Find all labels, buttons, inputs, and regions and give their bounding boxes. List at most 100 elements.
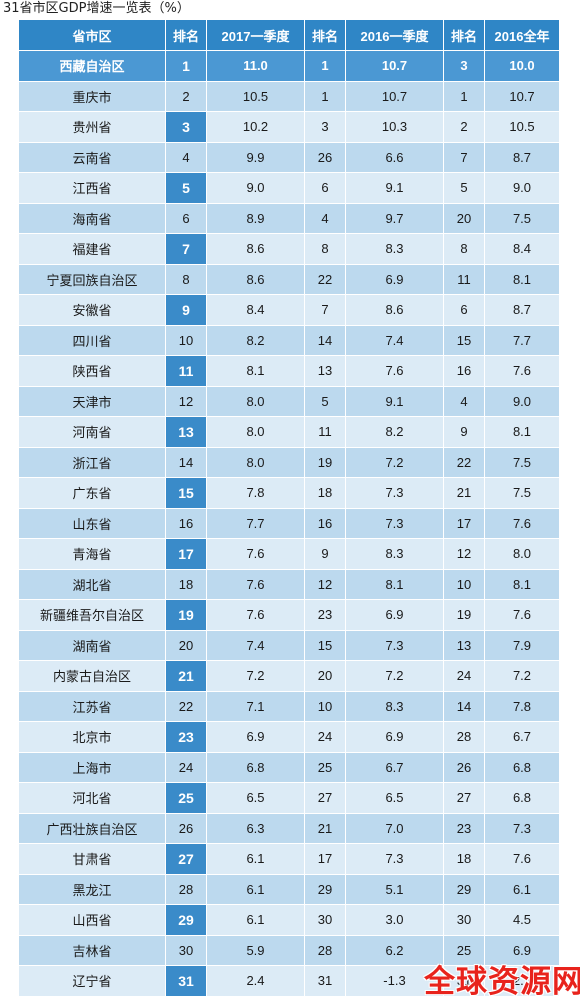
table-row: 青海省 17 7.6 9 8.3 12 8.0 — [18, 538, 560, 570]
cell-rank-2016q1: 3 — [304, 111, 346, 143]
cell-rank-2016q1: 28 — [304, 934, 346, 966]
cell-2016q1: 8.6 — [345, 294, 444, 326]
cell-2016-full-year: 8.1 — [484, 263, 560, 295]
cell-rank-2017q1: 13 — [165, 416, 207, 448]
cell-rank-2017q1: 23 — [165, 721, 207, 753]
cell-2017q1: 7.4 — [206, 629, 305, 661]
cell-2016-full-year: 7.5 — [484, 446, 560, 478]
cell-2017q1: 8.2 — [206, 324, 305, 356]
cell-2016q1: 3.0 — [345, 904, 444, 936]
table-row: 湖南省 20 7.4 15 7.3 13 7.9 — [18, 629, 560, 661]
cell-rank-2016: 22 — [443, 446, 485, 478]
cell-province: 山西省 — [18, 904, 166, 936]
cell-2016q1: 5.1 — [345, 873, 444, 905]
table-row: 辽宁省 31 2.4 31 -1.3 31 2.5 — [18, 965, 560, 997]
cell-rank-2017q1: 4 — [165, 141, 207, 173]
cell-2016-full-year: 7.6 — [484, 355, 560, 387]
cell-2017q1: 8.0 — [206, 385, 305, 417]
cell-province: 四川省 — [18, 324, 166, 356]
cell-rank-2016q1: 11 — [304, 416, 346, 448]
cell-2016q1: 7.2 — [345, 446, 444, 478]
cell-rank-2016: 20 — [443, 202, 485, 234]
cell-2017q1: 6.8 — [206, 751, 305, 783]
cell-rank-2016q1: 17 — [304, 843, 346, 875]
cell-rank-2016q1: 10 — [304, 690, 346, 722]
cell-rank-2017q1: 12 — [165, 385, 207, 417]
cell-rank-2016q1: 18 — [304, 477, 346, 509]
table-row: 新疆维吾尔自治区 19 7.6 23 6.9 19 7.6 — [18, 599, 560, 631]
cell-rank-2017q1: 29 — [165, 904, 207, 936]
table-row: 北京市 23 6.9 24 6.9 28 6.7 — [18, 721, 560, 753]
cell-rank-2016: 30 — [443, 904, 485, 936]
cell-province: 黑龙江 — [18, 873, 166, 905]
table-row: 广西壮族自治区 26 6.3 21 7.0 23 7.3 — [18, 812, 560, 844]
cell-rank-2016q1: 22 — [304, 263, 346, 295]
cell-rank-2016q1: 27 — [304, 782, 346, 814]
header-2016-full-year: 2016全年 — [484, 19, 560, 51]
cell-2016q1: 10.7 — [345, 50, 444, 82]
table-row: 浙江省 14 8.0 19 7.2 22 7.5 — [18, 446, 560, 478]
table-header-row: 省市区 排名 2017一季度 排名 2016一季度 排名 2016全年 — [18, 19, 560, 51]
cell-rank-2016: 13 — [443, 629, 485, 661]
cell-2016-full-year: 8.1 — [484, 416, 560, 448]
cell-2016-full-year: 8.7 — [484, 141, 560, 173]
cell-rank-2016: 23 — [443, 812, 485, 844]
cell-province: 浙江省 — [18, 446, 166, 478]
cell-province: 重庆市 — [18, 80, 166, 112]
header-rank-2016: 排名 — [443, 19, 485, 51]
cell-2016q1: 10.7 — [345, 80, 444, 112]
cell-rank-2016: 15 — [443, 324, 485, 356]
cell-2016q1: 7.3 — [345, 629, 444, 661]
watermark-logo: 全球资源网 — [424, 964, 580, 1000]
header-rank-2017q1: 排名 — [165, 19, 207, 51]
table-row: 山东省 16 7.7 16 7.3 17 7.6 — [18, 507, 560, 539]
cell-2016-full-year: 6.9 — [484, 934, 560, 966]
cell-rank-2016q1: 12 — [304, 568, 346, 600]
cell-rank-2016q1: 21 — [304, 812, 346, 844]
cell-province: 福建省 — [18, 233, 166, 265]
cell-rank-2016: 21 — [443, 477, 485, 509]
table-row: 江西省 5 9.0 6 9.1 5 9.0 — [18, 172, 560, 204]
cell-2016q1: 8.3 — [345, 233, 444, 265]
cell-province: 西藏自治区 — [18, 50, 166, 82]
cell-2016-full-year: 8.7 — [484, 294, 560, 326]
cell-province: 贵州省 — [18, 111, 166, 143]
cell-2016-full-year: 7.7 — [484, 324, 560, 356]
cell-rank-2017q1: 15 — [165, 477, 207, 509]
cell-province: 上海市 — [18, 751, 166, 783]
cell-rank-2016q1: 30 — [304, 904, 346, 936]
cell-2017q1: 8.1 — [206, 355, 305, 387]
cell-rank-2016q1: 14 — [304, 324, 346, 356]
cell-rank-2016: 8 — [443, 233, 485, 265]
cell-rank-2016q1: 1 — [304, 50, 346, 82]
cell-2016-full-year: 6.8 — [484, 782, 560, 814]
cell-rank-2016: 24 — [443, 660, 485, 692]
cell-rank-2016q1: 7 — [304, 294, 346, 326]
cell-rank-2016: 12 — [443, 538, 485, 570]
cell-rank-2017q1: 14 — [165, 446, 207, 478]
cell-province: 湖北省 — [18, 568, 166, 600]
cell-rank-2016: 1 — [443, 80, 485, 112]
table-row: 贵州省 3 10.2 3 10.3 2 10.5 — [18, 111, 560, 143]
cell-2016-full-year: 7.3 — [484, 812, 560, 844]
cell-rank-2016q1: 23 — [304, 599, 346, 631]
table-row: 海南省 6 8.9 4 9.7 20 7.5 — [18, 202, 560, 234]
cell-rank-2017q1: 20 — [165, 629, 207, 661]
cell-province: 甘肃省 — [18, 843, 166, 875]
cell-2016q1: 8.1 — [345, 568, 444, 600]
table-row: 陕西省 11 8.1 13 7.6 16 7.6 — [18, 355, 560, 387]
cell-rank-2016q1: 29 — [304, 873, 346, 905]
cell-2016q1: 9.1 — [345, 172, 444, 204]
table-row: 甘肃省 27 6.1 17 7.3 18 7.6 — [18, 843, 560, 875]
table-row: 黑龙江 28 6.1 29 5.1 29 6.1 — [18, 873, 560, 905]
cell-2016q1: 6.7 — [345, 751, 444, 783]
cell-province: 湖南省 — [18, 629, 166, 661]
cell-rank-2016q1: 5 — [304, 385, 346, 417]
cell-province: 山东省 — [18, 507, 166, 539]
cell-rank-2016: 3 — [443, 50, 485, 82]
cell-province: 青海省 — [18, 538, 166, 570]
cell-2016-full-year: 6.1 — [484, 873, 560, 905]
cell-rank-2016: 27 — [443, 782, 485, 814]
cell-2017q1: 2.4 — [206, 965, 305, 997]
cell-province: 辽宁省 — [18, 965, 166, 997]
